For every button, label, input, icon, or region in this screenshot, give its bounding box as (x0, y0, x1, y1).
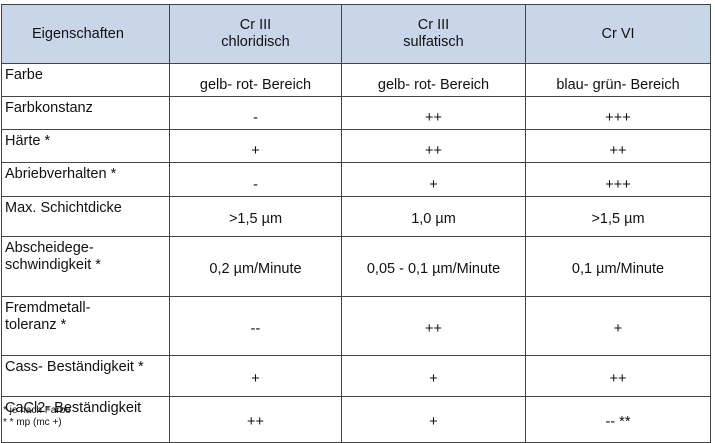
header-cr3-chloridisch: Cr III chloridisch (169, 4, 342, 64)
value-cell: gelb- rot- Bereich (169, 63, 342, 97)
table-row: Abscheidege- schwindigkeit * 0,2 µm/Minu… (1, 236, 711, 297)
table-row: Farbe gelb- rot- Bereich gelb- rot- Bere… (1, 63, 711, 97)
property-label: Härte * (5, 133, 51, 149)
table-row: Abriebverhalten * - + +++ (1, 162, 711, 197)
property-label: Farbkonstanz (5, 100, 93, 116)
value-cell: ++ (341, 129, 526, 163)
header-cr6: Cr VI (525, 4, 711, 64)
header-line: Cr III (239, 17, 272, 33)
property-cell: Fremdmetall- toleranz * (1, 296, 170, 356)
property-cell: Cass- Beständigkeit * (1, 355, 170, 397)
footnote-mp: * * mp (mc +) (3, 417, 62, 428)
property-label: Abriebverhalten * (5, 166, 117, 182)
property-label: Abscheidege- (5, 240, 94, 256)
value-cell: + (341, 162, 526, 197)
property-cell: Farbkonstanz (1, 96, 170, 130)
property-cell: Abscheidege- schwindigkeit * (1, 236, 170, 297)
header-cr3-sulfatisch: Cr III sulfatisch (341, 4, 526, 64)
value-cell: >1,5 µm (525, 196, 711, 237)
value-cell: ++ (341, 296, 526, 356)
property-cell: Farbe (1, 63, 170, 97)
property-label: Farbe (5, 67, 43, 83)
table-row: Cass- Beständigkeit * + + ++ (1, 355, 711, 397)
property-cell: Abriebverhalten * (1, 162, 170, 197)
header-line: Eigenschaften (32, 25, 124, 42)
value-cell: + (341, 396, 526, 443)
value-cell: 1,0 µm (341, 196, 526, 237)
value-cell: 0,05 - 0,1 µm/Minute (341, 236, 526, 297)
property-label: Fremdmetall- (5, 300, 91, 316)
value-cell: 0,2 µm/Minute (169, 236, 342, 297)
table-row: CaCl2- Beständigkeit ++ + -- ** (1, 396, 711, 443)
value-cell: ++ (525, 355, 711, 397)
value-cell: ++ (341, 96, 526, 130)
value-cell: + (169, 355, 342, 397)
value-cell: >1,5 µm (169, 196, 342, 237)
header-eigenschaften: Eigenschaften (1, 4, 170, 64)
table-row: Max. Schichtdicke >1,5 µm 1,0 µm >1,5 µm (1, 196, 711, 237)
value-cell: + (525, 296, 711, 356)
property-cell: Härte * (1, 129, 170, 163)
property-label: CaCl2- Beständigkeit (5, 400, 142, 416)
table-header-row: Eigenschaften Cr III chloridisch Cr III … (1, 4, 711, 64)
property-label: toleranz * (5, 317, 67, 333)
value-cell: ++ (525, 129, 711, 163)
header-line: Cr VI (601, 25, 635, 42)
value-cell: - (169, 162, 342, 197)
table-row: Farbkonstanz - ++ +++ (1, 96, 711, 130)
footnotes: * je nach Farbe * * mp (mc +) (3, 405, 71, 429)
footnote-color: * je nach Farbe (3, 405, 71, 416)
comparison-table-container: Eigenschaften Cr III chloridisch Cr III … (1, 4, 711, 443)
value-cell: +++ (525, 96, 711, 130)
value-cell: -- ** (525, 396, 711, 443)
table-row: Fremdmetall- toleranz * -- ++ + (1, 296, 711, 356)
property-cell: Max. Schichtdicke (1, 196, 170, 237)
value-cell: - (169, 96, 342, 130)
value-cell: ++ (169, 396, 342, 443)
table-row: Härte * + ++ ++ (1, 129, 711, 163)
value-cell: + (169, 129, 342, 163)
value-cell: 0,1 µm/Minute (525, 236, 711, 297)
property-label: Max. Schichtdicke (5, 200, 122, 216)
property-label: schwindigkeit * (5, 257, 101, 273)
header-line: sulfatisch (403, 34, 464, 50)
value-cell: +++ (525, 162, 711, 197)
header-line: chloridisch (221, 34, 290, 50)
value-cell: blau- grün- Bereich (525, 63, 711, 97)
chromium-properties-table: Eigenschaften Cr III chloridisch Cr III … (1, 4, 711, 443)
value-cell: gelb- rot- Bereich (341, 63, 526, 97)
value-cell: + (341, 355, 526, 397)
header-line: Cr III (417, 17, 450, 33)
value-cell: -- (169, 296, 342, 356)
property-label: Cass- Beständigkeit * (5, 359, 144, 375)
